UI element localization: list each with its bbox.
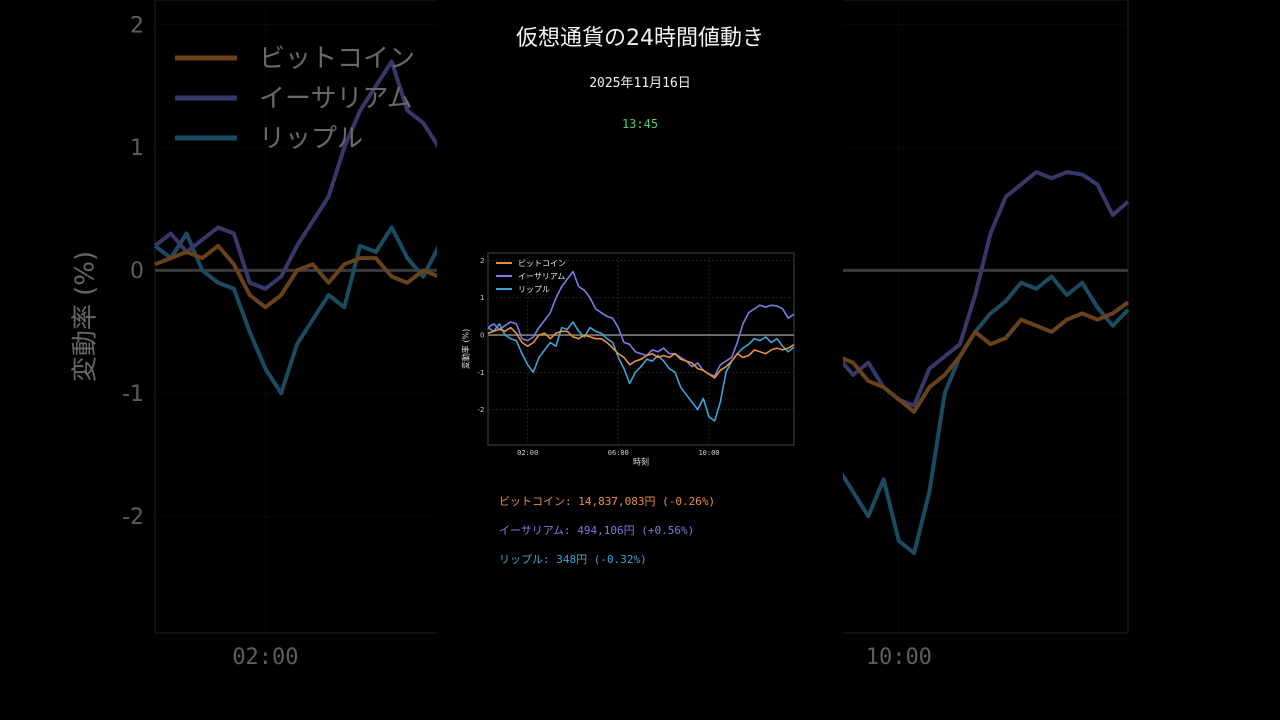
- price-row-ripple: リップル: 348円 (-0.32%): [499, 551, 647, 567]
- legend-label: イーサリアム: [259, 84, 413, 114]
- price-value: 348円 (-0.32%): [556, 553, 647, 566]
- main-line-chart: -2 -1 0 1 2 02:00 06:00 10:00 時刻 変動率 (%) ビットコインイーサ…: [460, 252, 795, 467]
- series-line-bitcoin: [843, 300, 1130, 414]
- price-row-ethereum: イーサリアム: 494,106円 (+0.56%): [499, 522, 694, 538]
- price-sep: :: [564, 524, 578, 537]
- x-tick-label: 02:00: [517, 449, 538, 457]
- plot-frame: [843, 0, 1129, 634]
- y-tick-label: -2: [478, 406, 485, 414]
- y-tick-label: -1: [478, 369, 485, 377]
- x-tick-label: 02:00: [232, 645, 298, 670]
- series-line-ripple: [153, 225, 437, 396]
- page-title: 仮想通貨の24時間値動き: [516, 26, 764, 51]
- y-tick-label: 2: [480, 257, 484, 265]
- x-tick-label: 10:00: [866, 645, 932, 670]
- series-line-ethereum: [153, 59, 437, 291]
- chart-group: -2 -1 0 1 2 02:00 06:00 10:00 時刻 変動率 (%) ビットコインイーサ…: [460, 252, 795, 467]
- price-value: 14,837,083円 (-0.26%): [578, 495, 716, 508]
- series-line-bitcoin: [154, 243, 437, 310]
- x-tick-label: 10:00: [698, 449, 719, 457]
- series-line-ethereum: [843, 170, 1130, 408]
- price-name: イーサリアム: [499, 524, 565, 537]
- price-name: ビットコイン: [499, 495, 565, 508]
- price-sep: :: [565, 495, 579, 508]
- y-tick-label: 1: [130, 136, 144, 161]
- plot-frame: [154, 0, 437, 634]
- legend-label: イーサリアム: [518, 272, 565, 281]
- x-axis-label: 時刻: [633, 457, 649, 467]
- legend-label: リップル: [518, 285, 550, 294]
- y-tick-label: -1: [122, 382, 144, 407]
- price-row-bitcoin: ビットコイン: 14,837,083円 (-0.26%): [499, 493, 715, 509]
- y-tick-label: 1: [480, 294, 484, 302]
- legend-label: ビットコイン: [259, 44, 415, 74]
- legend-label: ビットコイン: [518, 259, 566, 268]
- price-name: リップル: [499, 553, 543, 566]
- plot-frame: [487, 252, 795, 446]
- y-tick-label: -2: [122, 505, 144, 530]
- series-line-ripple: [487, 321, 795, 422]
- x-tick-label: 06:00: [608, 449, 629, 457]
- date-label: 2025年11月16日: [589, 76, 691, 91]
- y-tick-label: 0: [480, 331, 484, 339]
- legend-label: リップル: [259, 124, 363, 154]
- price-sep: :: [543, 553, 557, 566]
- time-label: 13:45: [621, 117, 659, 131]
- series-line-ethereum: [487, 270, 795, 377]
- y-tick-label: 0: [130, 259, 144, 284]
- price-value: 494,106円 (+0.56%): [577, 524, 695, 537]
- y-axis-label: 変動率 (%): [460, 329, 470, 369]
- y-axis-label: 変動率 (%): [70, 251, 100, 382]
- series-line-ripple: [843, 274, 1130, 556]
- series-line-bitcoin: [487, 326, 795, 379]
- y-tick-label: 2: [130, 13, 144, 38]
